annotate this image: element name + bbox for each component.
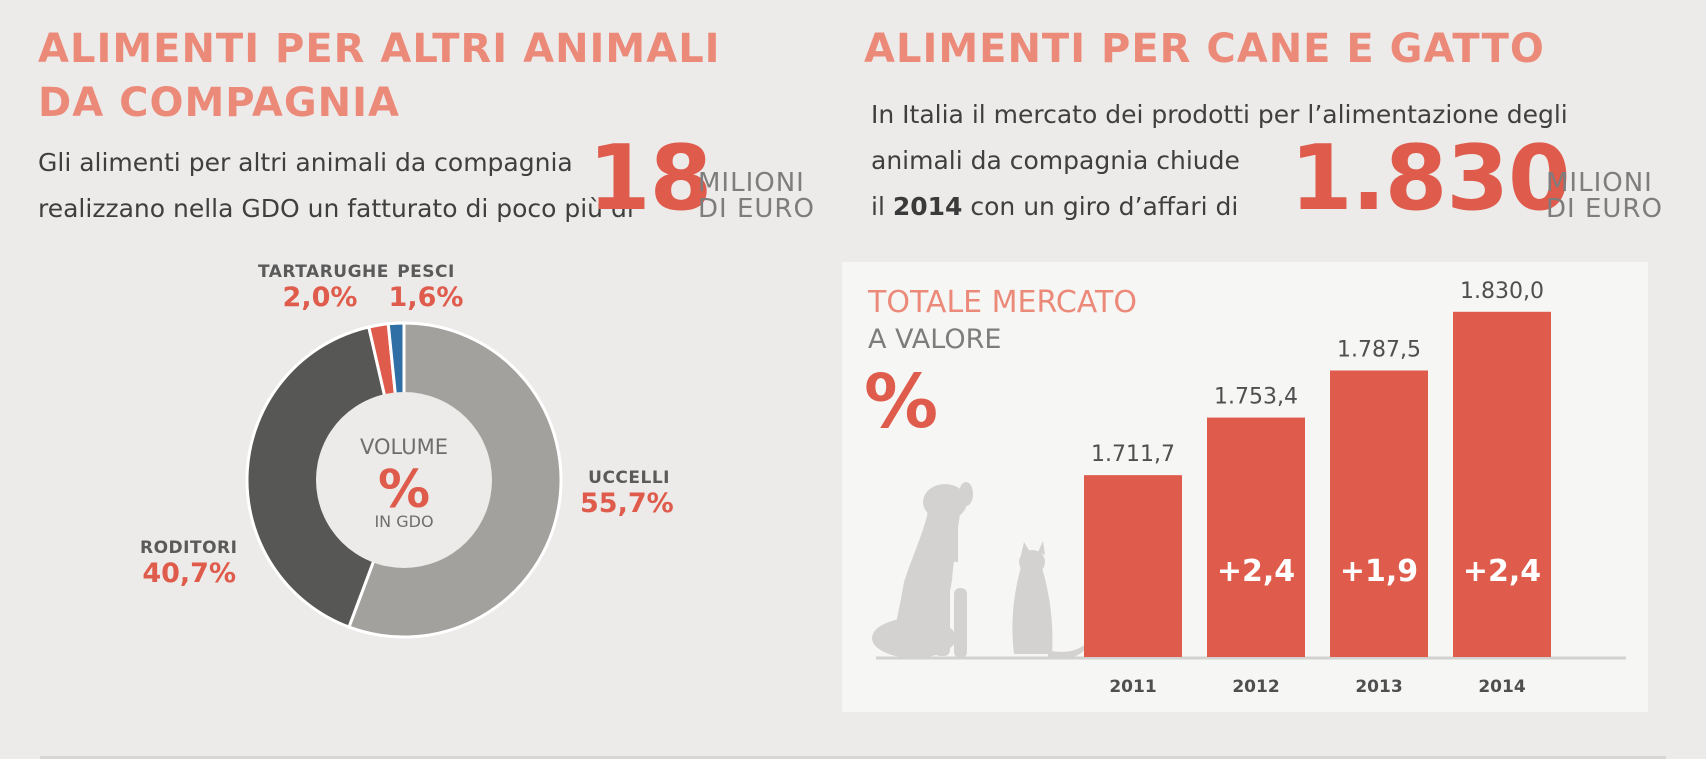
slice-value: 55,7% [580, 488, 674, 519]
right-intro: In Italia il mercato dei prodotti per l’… [871, 92, 1568, 230]
slice-label-tartarughe: TARTARUGHE 2,0% [258, 262, 389, 313]
left-unit: MILIONI DI EURO [698, 170, 815, 222]
right-intro-line3-pre: il [871, 192, 893, 221]
bar-change-label: +2,4 [1463, 554, 1541, 589]
bar-value-label: 1.711,7 [1091, 442, 1175, 467]
bar-chart-subtitle: A VALORE [868, 324, 1002, 355]
slice-name: RODITORI [140, 538, 238, 558]
left-intro-line2: realizzano nella GDO un fatturato di poc… [38, 194, 634, 223]
right-amount: 1.830 [1290, 126, 1571, 231]
donut-chart: VOLUME % IN GDO [245, 321, 563, 639]
left-intro: Gli alimenti per altri animali da compag… [38, 140, 634, 232]
slice-label-uccelli: UCCELLI 55,7% [580, 468, 674, 519]
right-unit: MILIONI DI EURO [1546, 170, 1663, 222]
bar-chart: 1.711,7 2011 1.753,4 +2,4 2012 1.787,5 +1,9 201… [872, 279, 1626, 697]
donut-center-percent: % [378, 460, 430, 520]
left-heading: ALIMENTI PER ALTRI ANIMALI DA COMPAGNIA [38, 22, 721, 130]
bar-chart-title: TOTALE MERCATO [868, 285, 1137, 320]
left-intro-line1: Gli alimenti per altri animali da compag… [38, 148, 573, 177]
slice-label-pesci: PESCI 1,6% [388, 262, 464, 313]
donut-center-sublabel: IN GDO [374, 512, 433, 531]
x-tick-label: 2012 [1232, 677, 1279, 697]
left-heading-line1: ALIMENTI PER ALTRI ANIMALI [38, 26, 721, 72]
slice-value: 40,7% [142, 558, 236, 589]
slice-name: PESCI [397, 262, 455, 282]
left-heading-line2: DA COMPAGNIA [38, 80, 400, 126]
bar-value-label: 1.787,5 [1337, 337, 1421, 362]
slice-name: UCCELLI [588, 468, 670, 488]
donut-center-label: VOLUME [360, 435, 448, 459]
bar-2013 [1330, 370, 1428, 657]
donut-hole [316, 392, 492, 568]
right-unit-line2: DI EURO [1546, 194, 1663, 224]
right-intro-line3-post: con un giro d’affari di [962, 192, 1239, 221]
slice-label-roditori: RODITORI 40,7% [140, 538, 238, 589]
right-unit-line1: MILIONI [1546, 168, 1653, 198]
right-intro-line1: In Italia il mercato dei prodotti per l’… [871, 100, 1568, 129]
right-intro-line2: animali da compagnia chiude [871, 146, 1240, 175]
right-intro-year: 2014 [892, 192, 963, 221]
bar-change-label: +1,9 [1340, 554, 1418, 589]
right-heading: ALIMENTI PER CANE E GATTO [864, 26, 1545, 72]
left-unit-line1: MILIONI [698, 168, 805, 198]
slice-name: TARTARUGHE [258, 262, 389, 282]
bar-2014 [1453, 311, 1551, 657]
x-tick-label: 2014 [1478, 677, 1525, 697]
cat-silhouette [1012, 541, 1088, 660]
left-unit-line2: DI EURO [698, 194, 815, 224]
bar-chart-panel: TOTALE MERCATO A VALORE % 1.711,7 2011 1.7… [842, 262, 1648, 712]
x-tick-label: 2013 [1355, 677, 1402, 697]
slice-value: 2,0% [282, 282, 358, 313]
x-tick-label: 2011 [1109, 677, 1156, 697]
bar-2011 [1084, 475, 1182, 657]
dog-silhouette [872, 482, 973, 658]
left-amount: 18 [588, 126, 712, 231]
right-intro-line3: il 2014 con un giro d’affari di [871, 184, 1568, 230]
bar-value-label: 1.830,0 [1460, 279, 1544, 304]
slice-value: 1,6% [388, 282, 464, 313]
bar-value-label: 1.753,4 [1214, 385, 1298, 410]
footer-rule [40, 756, 1666, 759]
bar-2012 [1207, 417, 1305, 657]
bar-change-label: +2,4 [1217, 554, 1295, 589]
bar-chart-percent-symbol: % [864, 359, 939, 445]
